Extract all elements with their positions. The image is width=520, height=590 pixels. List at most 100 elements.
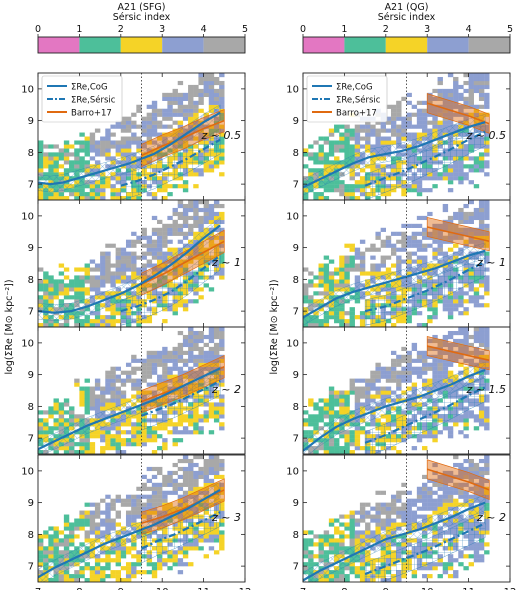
hist-cell: [463, 116, 469, 121]
hist-cell: [422, 100, 428, 105]
hist-cell: [125, 370, 132, 375]
hist-cell: [390, 362, 397, 367]
hist-cell: [442, 426, 449, 431]
hist-cell: [100, 426, 106, 431]
hist-cell: [411, 502, 418, 507]
hist-cell: [120, 382, 127, 387]
hist-cell: [151, 243, 158, 248]
hist-cell: [458, 362, 464, 367]
hist-cell: [313, 283, 319, 288]
hist-cell: [458, 215, 464, 221]
hist-cell: [442, 474, 449, 480]
hist-cell: [349, 522, 355, 527]
hist-cell: [380, 227, 386, 232]
hist-cell: [94, 315, 101, 320]
x-tick-label: 7: [35, 587, 41, 590]
hist-cell: [406, 251, 412, 256]
hist-cell: [208, 358, 215, 363]
hist-cell: [484, 342, 490, 348]
hist-cell: [437, 120, 443, 125]
hist-cell: [193, 410, 199, 415]
hist-cell: [308, 542, 314, 547]
hist-cell: [63, 196, 70, 200]
hist-cell: [328, 144, 335, 149]
hist-cell: [411, 184, 418, 189]
hist-cell: [437, 80, 443, 86]
hist-cell: [94, 188, 101, 193]
hist-cell: [411, 132, 418, 137]
hist-cell: [453, 342, 459, 348]
hist-cell: [38, 434, 44, 439]
hist-cell: [437, 299, 443, 304]
hist-cell: [177, 211, 184, 217]
hist-cell: [396, 414, 402, 419]
hist-cell: [328, 446, 335, 451]
hist-cell: [473, 231, 480, 236]
hist-cell: [58, 530, 65, 535]
hist-cell: [422, 323, 428, 327]
hist-cell: [53, 574, 59, 579]
hist-cell: [219, 342, 225, 348]
hist-cell: [427, 486, 433, 491]
hist-cell: [136, 570, 142, 575]
hist-cell: [69, 538, 75, 543]
hist-cell: [74, 188, 80, 193]
hist-cell: [468, 88, 474, 94]
hist-cell: [478, 350, 485, 355]
hist-cell: [182, 362, 189, 367]
hist-cell: [213, 462, 220, 468]
hist-cell: [468, 200, 474, 205]
hist-cell: [432, 346, 438, 352]
hist-cell: [349, 514, 355, 519]
hist-cell: [437, 474, 443, 480]
hist-cell: [473, 470, 480, 476]
hist-cell: [198, 330, 204, 336]
hist-cell: [313, 291, 319, 296]
hist-cell: [167, 482, 173, 487]
hist-cell: [328, 315, 335, 320]
hist-cell: [349, 152, 355, 157]
hist-cell: [125, 546, 132, 551]
hist-cell: [162, 251, 168, 256]
hist-cell: [339, 144, 345, 149]
hist-cell: [396, 382, 402, 387]
hist-cell: [385, 394, 392, 399]
hist-cell: [219, 136, 225, 141]
hist-cell: [151, 562, 158, 567]
hist-cell: [484, 132, 490, 137]
hist-cell: [323, 136, 330, 141]
hist-cell: [182, 370, 189, 375]
hist-cell: [188, 231, 194, 236]
hist-cell: [188, 116, 194, 121]
hist-cell: [323, 554, 330, 559]
hist-cell: [193, 338, 199, 344]
hist-cell: [79, 291, 85, 296]
hist-cell: [411, 570, 418, 575]
hist-cell: [162, 346, 168, 352]
hist-cell: [74, 279, 80, 284]
hist-cell: [146, 486, 153, 491]
panel-frame: [302, 326, 511, 455]
hist-cell: [484, 148, 490, 153]
hist-cell: [53, 172, 59, 177]
hist-cell: [146, 362, 153, 367]
hist-cell: [447, 112, 454, 117]
hist-cell: [188, 474, 194, 480]
hist-cell: [115, 494, 121, 499]
hist-cell: [478, 546, 485, 551]
hist-cell: [432, 96, 438, 101]
hist-cell: [213, 350, 220, 355]
hist-cell: [157, 386, 163, 391]
redshift-label: z ~ 3: [211, 511, 241, 524]
hist-cell: [411, 538, 418, 543]
hist-cell: [151, 100, 158, 105]
hist-cell: [198, 534, 204, 539]
hist-cell: [468, 494, 474, 499]
hist-cell: [453, 422, 459, 427]
hist-cell: [38, 172, 44, 177]
hist-cell: [172, 366, 178, 371]
hist-cell: [79, 132, 85, 137]
hist-cell: [203, 482, 209, 487]
hist-cell: [151, 120, 158, 125]
